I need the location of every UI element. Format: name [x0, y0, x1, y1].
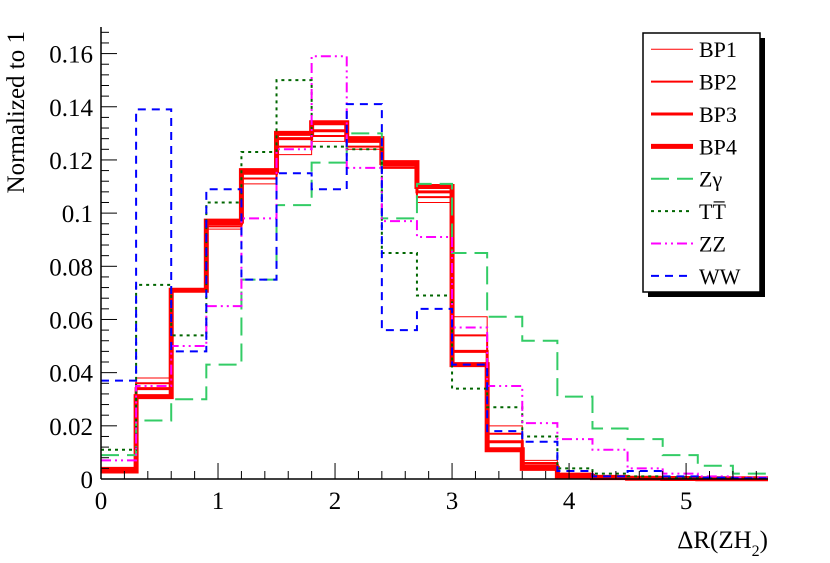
x-tick-label: 2 [329, 488, 342, 515]
legend-label-5: Zγ [699, 167, 722, 192]
legend-label-3: BP3 [699, 102, 737, 127]
y-tick-label: 0.1 [62, 201, 93, 228]
x-tick-label: 5 [680, 488, 693, 515]
x-axis-title-main: ΔR(ZH [677, 527, 751, 554]
y-tick-label: 0.16 [49, 42, 93, 69]
x-axis-title: ΔR(ZH2) [677, 527, 768, 560]
x-tick-label: 3 [446, 488, 459, 515]
y-tick-label: 0.02 [49, 414, 93, 441]
y-tick-label: 0 [81, 467, 94, 494]
legend: BP1 BP2 BP3 BP4 Zγ TT̅ ZZ WW [642, 32, 765, 297]
legend-box [642, 32, 761, 293]
legend-label-8: WW [699, 264, 741, 289]
y-axis-title: Normalized to 1 [3, 31, 30, 193]
y-tick-label: 0.08 [49, 254, 93, 281]
x-axis-title-subscript: 2 [752, 543, 760, 560]
legend-label-7: ZZ [699, 231, 726, 256]
x-tick-label: 1 [212, 488, 225, 515]
y-tick-label: 0.04 [49, 361, 93, 388]
x-tick-label: 0 [95, 488, 108, 515]
legend-label-4: BP4 [699, 134, 737, 159]
y-tick-label: 0.12 [49, 148, 93, 175]
series-layer [101, 55, 768, 482]
axes: 0 1 2 3 4 5 0 0.02 0.04 0.06 0.08 0.1 0.12 0.14 0.16 ΔR… [3, 27, 768, 560]
legend-label-2: BP2 [699, 70, 737, 95]
legend-label-6: TT̅ [699, 199, 726, 224]
series-line-7 [101, 55, 768, 479]
series-line-5 [101, 132, 768, 475]
series-line-6 [101, 79, 768, 480]
y-tick-label: 0.06 [49, 307, 93, 334]
y-tick-label: 0.14 [49, 95, 93, 122]
series-line-8 [101, 103, 768, 480]
legend-label-1: BP1 [699, 37, 737, 62]
x-tick-label: 4 [563, 488, 576, 515]
x-axis-title-close: ) [760, 527, 768, 554]
